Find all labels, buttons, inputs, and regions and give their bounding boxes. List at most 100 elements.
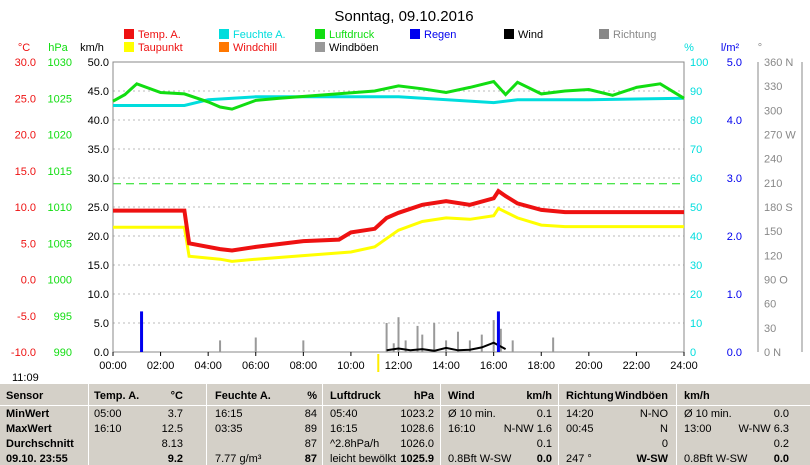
wind-tick-label: 15.0 <box>88 260 109 272</box>
table-cell: 0.0 <box>773 408 789 420</box>
table-cell: 16:10 <box>94 423 122 435</box>
legend-label: Richtung <box>613 29 656 41</box>
table-cell: N-NO <box>639 408 668 420</box>
temp-tick-label: 15.0 <box>15 166 36 178</box>
table-row-label: MaxWert <box>6 423 52 435</box>
legend-swatch <box>315 29 325 39</box>
table-cell: leicht bewölkt <box>330 453 397 465</box>
table-header: % <box>307 390 317 402</box>
table-row-label: MinWert <box>6 408 50 420</box>
direction-tick-label: 240 <box>764 154 782 166</box>
table-cell: 9.2 <box>167 453 183 465</box>
table-header: Sensor <box>6 390 44 402</box>
axis-unit-rain: l/m² <box>721 42 740 54</box>
axis-ticks: 30.025.020.015.010.05.00.0-5.0-10.010301… <box>11 57 803 372</box>
table-header: Temp. A. <box>94 390 140 402</box>
column-separator <box>440 384 441 465</box>
legend-label: Luftdruck <box>329 29 375 41</box>
table-cell: 84 <box>304 408 317 420</box>
time-tick-label: 10:00 <box>337 360 365 372</box>
rain-tick-label: 1.0 <box>727 289 742 301</box>
wind-tick-label: 50.0 <box>88 57 109 69</box>
pressure-tick-label: 1025 <box>48 93 72 105</box>
table-cell: 16:15 <box>215 408 243 420</box>
rain-bar <box>496 311 500 352</box>
table-cell: 0.1 <box>536 438 552 450</box>
rain-tick-label: 0.0 <box>727 347 742 359</box>
table-cell: Ø 10 min. <box>448 408 496 420</box>
table-header: km/h <box>684 390 710 402</box>
table-header: km/h <box>526 390 552 402</box>
header-separator <box>0 405 810 406</box>
temp-tick-label: 30.0 <box>15 57 36 69</box>
table-cell: 16:15 <box>330 423 358 435</box>
table-cell: 0.1 <box>536 408 552 420</box>
table-cell: 1028.6 <box>400 423 434 435</box>
table-cell: 87 <box>304 438 317 450</box>
rain-bar <box>140 311 144 352</box>
table-cell: N <box>660 423 668 435</box>
temp-tick-label: -10.0 <box>11 347 36 359</box>
table-header: Windböen <box>614 390 668 402</box>
table-cell: 0.2 <box>773 438 789 450</box>
legend-swatch <box>599 29 609 39</box>
legend-label: Taupunkt <box>138 42 183 54</box>
humidity-tick-label: 0 <box>690 347 696 359</box>
wind-tick-label: 20.0 <box>88 231 109 243</box>
rain-tick-label: 4.0 <box>727 115 742 127</box>
time-tick-label: 00:00 <box>99 360 127 372</box>
chart-title: Sonntag, 09.10.2016 <box>334 8 473 25</box>
time-tick-label: 08:00 <box>290 360 318 372</box>
temp-tick-label: 20.0 <box>15 130 36 142</box>
table-cell: 00:45 <box>566 423 594 435</box>
table-header: °C <box>170 390 183 402</box>
axis-unit-wind: km/h <box>80 42 104 54</box>
table-cell: 0.0 <box>536 453 552 465</box>
table-header: hPa <box>413 390 434 402</box>
table-cell: 12.5 <box>161 423 183 435</box>
pressure-tick-label: 1015 <box>48 166 72 178</box>
humidity-tick-label: 20 <box>690 289 702 301</box>
table-cell: W-SW <box>636 453 668 465</box>
wind-tick-label: 45.0 <box>88 86 109 98</box>
temp-tick-label: 0.0 <box>21 275 36 287</box>
time-tick-label: 24:00 <box>670 360 698 372</box>
axis-unit-press: hPa <box>48 42 68 54</box>
wind-line <box>386 341 507 352</box>
table-cell: 87 <box>304 453 317 465</box>
humidity-tick-label: 90 <box>690 86 702 98</box>
table-cell: 247 ° <box>566 453 592 465</box>
legend-label: Windchill <box>233 42 277 54</box>
table-header: Richtung <box>566 390 614 402</box>
wind-tick-label: 0.0 <box>94 347 109 359</box>
pressure-tick-label: 995 <box>54 311 72 323</box>
table-cell: 3.7 <box>167 408 183 420</box>
time-tick-label: 14:00 <box>432 360 460 372</box>
temp-tick-label: 25.0 <box>15 93 36 105</box>
wind-tick-label: 25.0 <box>88 202 109 214</box>
axis-unit-dir: ° <box>758 42 762 54</box>
table-header: Feuchte A. <box>215 390 271 402</box>
column-separator <box>676 384 677 465</box>
legend-swatch <box>504 29 514 39</box>
humidity-tick-label: 40 <box>690 231 702 243</box>
table-row-label: 09.10. 23:55 <box>6 453 68 465</box>
grid <box>112 61 685 353</box>
table-cell: 13:00 <box>684 423 712 435</box>
table-cell: 1025.9 <box>400 453 434 465</box>
column-separator <box>322 384 323 465</box>
table-cell: 8.13 <box>161 438 183 450</box>
direction-tick-label: 120 <box>764 250 782 262</box>
direction-tick-label: 180 S <box>764 202 793 214</box>
table-row-label: Durchschnitt <box>6 438 74 450</box>
table-cell: 0 <box>661 438 668 450</box>
legend-label: Regen <box>424 29 456 41</box>
humidity-line <box>113 95 685 107</box>
time-tick-label: 20:00 <box>575 360 603 372</box>
time-tick-label: 22:00 <box>623 360 651 372</box>
table-cell: 0.8Bft W-SW <box>684 453 748 465</box>
data-series <box>112 79 685 372</box>
legend-label: Windböen <box>329 42 379 54</box>
table-cell: ^2.8hPa/h <box>330 438 380 450</box>
time-tick-label: 02:00 <box>147 360 175 372</box>
